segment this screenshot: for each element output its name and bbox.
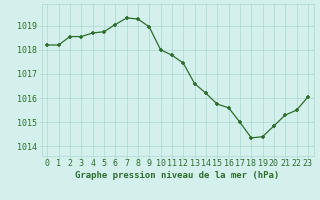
- X-axis label: Graphe pression niveau de la mer (hPa): Graphe pression niveau de la mer (hPa): [76, 171, 280, 180]
